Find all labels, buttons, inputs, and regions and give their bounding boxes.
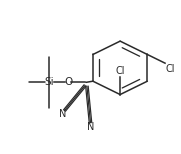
Text: Cl: Cl bbox=[166, 64, 175, 74]
Text: Cl: Cl bbox=[115, 66, 125, 76]
Text: O: O bbox=[64, 77, 72, 87]
Text: N: N bbox=[59, 109, 66, 119]
Text: N: N bbox=[87, 122, 94, 132]
Text: Si: Si bbox=[44, 77, 54, 87]
